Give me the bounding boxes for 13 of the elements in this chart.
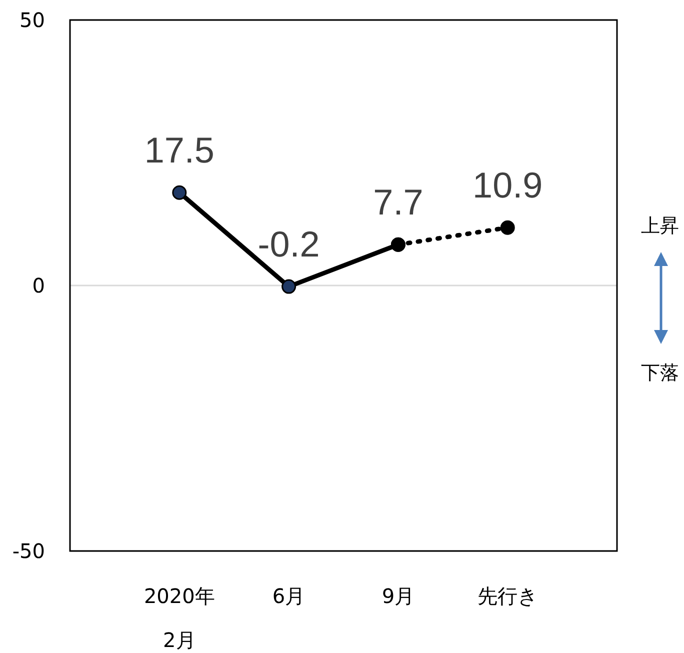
data-label: 7.7 xyxy=(373,182,424,223)
y-tick-label: -50 xyxy=(12,539,45,563)
x-tick-label: 9月 xyxy=(382,584,415,608)
y-tick-label: 0 xyxy=(32,274,45,298)
text: 上昇 xyxy=(641,215,679,237)
data-label: 10.9 xyxy=(472,164,543,206)
x-tick-label: 先行き xyxy=(478,584,538,608)
text: 下落 xyxy=(641,362,679,384)
y-tick-label: 50 xyxy=(20,8,45,32)
x-tick-label: 2020年 2月 xyxy=(144,584,215,652)
x-tick-label: 6月 xyxy=(272,584,306,608)
data-label: 17.5 xyxy=(144,130,214,171)
data-label: -0.2 xyxy=(258,224,320,265)
